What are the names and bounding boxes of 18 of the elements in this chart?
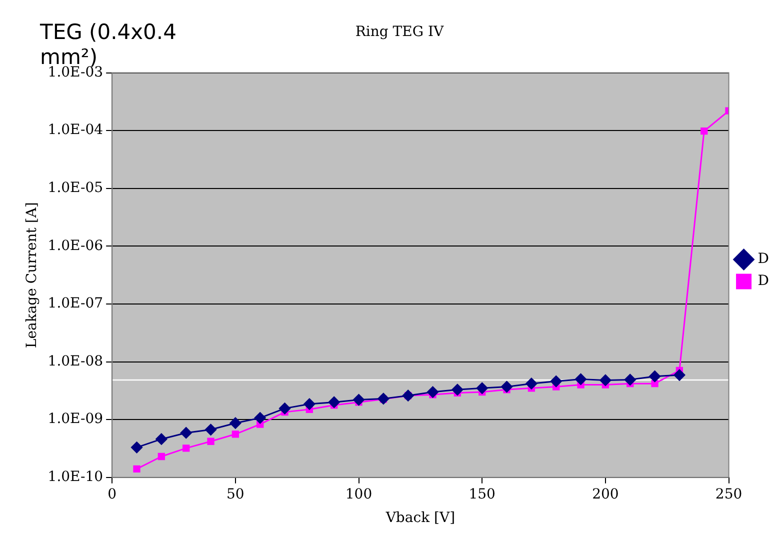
legend-label: D <box>758 251 770 268</box>
chart-title: Ring TEG IV <box>355 24 445 40</box>
x-tick-label: 250 <box>715 486 742 502</box>
x-tick-label: 50 <box>226 486 244 502</box>
x-tick-label: 150 <box>468 486 496 502</box>
y-tick-label: 1.0E-08 <box>48 353 104 370</box>
y-axis-title: Leakage Current [A] <box>24 202 40 348</box>
y-tick-label: 1.0E-10 <box>48 469 104 486</box>
y-tick-label: 1.0E-07 <box>48 296 104 312</box>
y-tick-label: 1.0E-09 <box>48 411 104 428</box>
x-tick-label: 0 <box>108 486 117 502</box>
legend-label: D <box>758 273 770 290</box>
x-tick-label: 200 <box>592 486 619 502</box>
y-tick-label: 1.0E-06 <box>48 238 104 254</box>
y-tick-label: 1.0E-05 <box>48 180 104 196</box>
x-axis-title: Vback [V] <box>384 510 456 526</box>
x-tick-label: 100 <box>345 486 372 502</box>
y-tick-label: 1.0E-04 <box>48 122 104 138</box>
